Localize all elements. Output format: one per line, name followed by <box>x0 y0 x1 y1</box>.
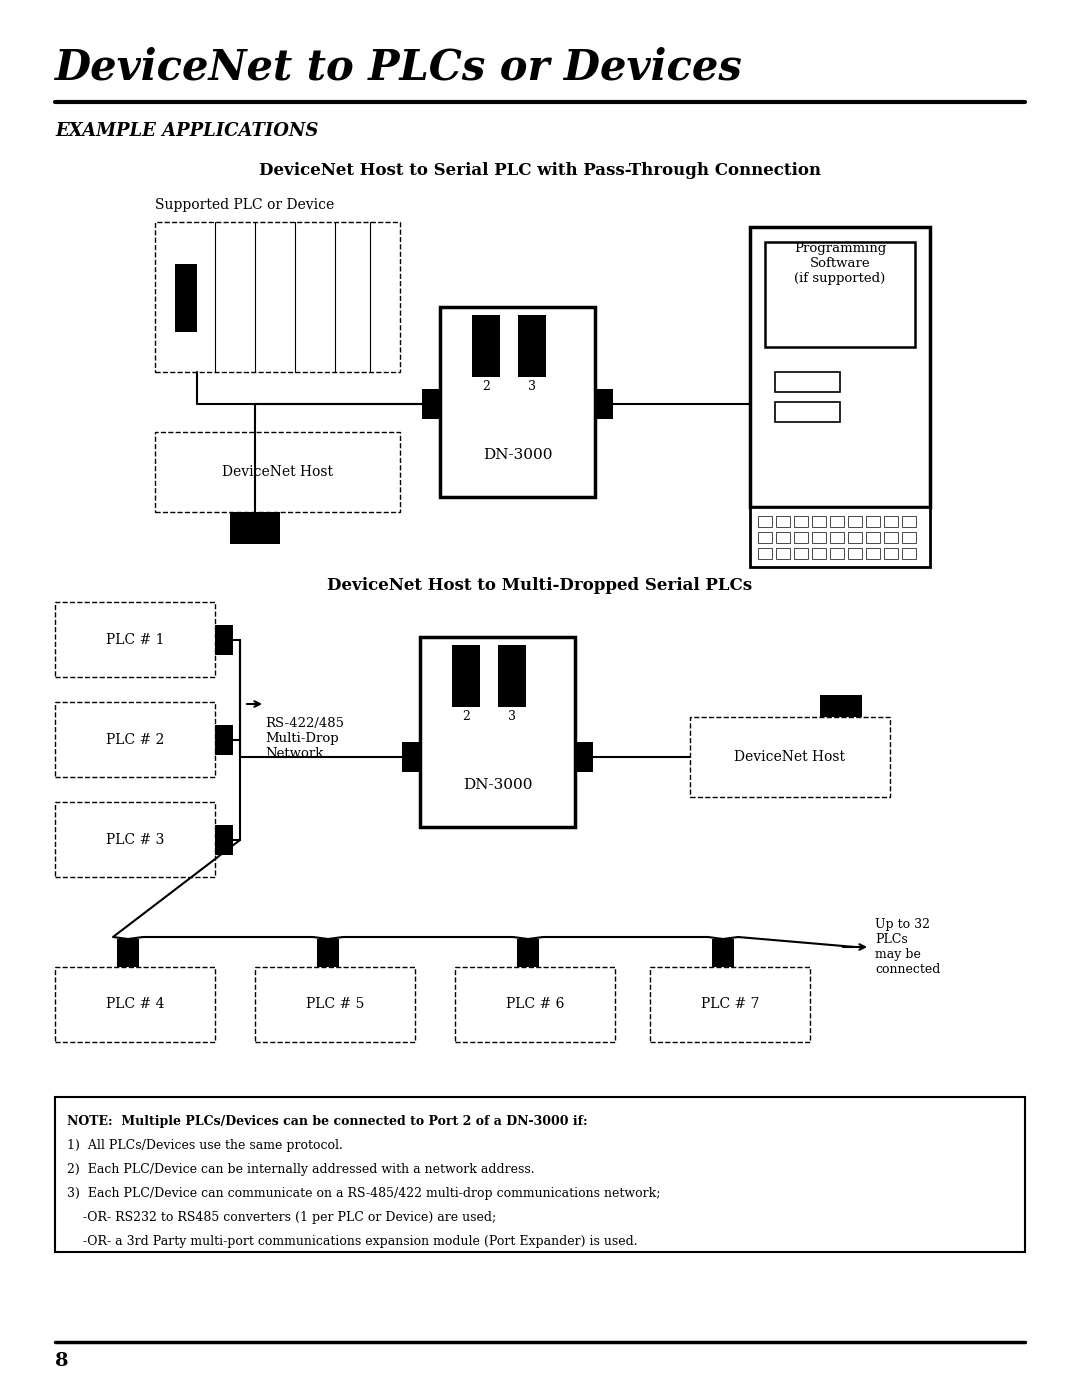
Text: 8: 8 <box>55 1352 68 1370</box>
Bar <box>55 1097 1025 1252</box>
Text: -OR- a 3rd Party multi-port communications expansion module (Port Expander) is u: -OR- a 3rd Party multi-port communicatio… <box>67 1235 637 1248</box>
Bar <box>848 548 862 559</box>
Bar <box>318 939 339 967</box>
Text: PLC # 3: PLC # 3 <box>106 833 164 847</box>
Bar <box>794 532 808 543</box>
Bar <box>440 307 595 497</box>
Bar <box>255 967 415 1042</box>
Bar <box>775 372 840 393</box>
Bar <box>55 967 215 1042</box>
Text: 2)  Each PLC/Device can be internally addressed with a network address.: 2) Each PLC/Device can be internally add… <box>67 1162 535 1176</box>
Bar <box>866 532 880 543</box>
Bar <box>498 645 526 707</box>
Bar <box>55 602 215 678</box>
Bar <box>812 515 826 527</box>
Bar <box>866 515 880 527</box>
Bar <box>775 402 840 422</box>
Bar <box>472 314 500 377</box>
Bar <box>453 645 480 707</box>
Bar <box>575 742 593 773</box>
Bar <box>156 432 400 511</box>
Bar <box>794 515 808 527</box>
Bar <box>750 507 930 567</box>
Bar <box>848 532 862 543</box>
Bar <box>758 532 772 543</box>
Text: RS-422/485
Multi-Drop
Network: RS-422/485 Multi-Drop Network <box>265 717 345 760</box>
Bar <box>455 967 615 1042</box>
Bar <box>885 548 897 559</box>
Bar <box>820 694 862 717</box>
Bar <box>690 717 890 798</box>
Bar <box>765 242 915 346</box>
Bar <box>750 226 930 507</box>
Text: PLC # 4: PLC # 4 <box>106 997 164 1011</box>
Text: PLC # 6: PLC # 6 <box>505 997 564 1011</box>
Bar <box>420 637 575 827</box>
Text: 2: 2 <box>482 380 490 393</box>
Text: DN-3000: DN-3000 <box>483 448 552 462</box>
Bar <box>885 532 897 543</box>
Text: -OR- RS232 to RS485 converters (1 per PLC or Device) are used;: -OR- RS232 to RS485 converters (1 per PL… <box>67 1211 496 1224</box>
Bar <box>831 532 843 543</box>
Bar <box>215 725 233 754</box>
Bar <box>758 548 772 559</box>
Bar <box>777 532 789 543</box>
Bar <box>712 939 734 967</box>
Bar <box>848 515 862 527</box>
Text: EXAMPLE APPLICATIONS: EXAMPLE APPLICATIONS <box>55 122 319 140</box>
Bar <box>175 264 197 332</box>
Text: DN-3000: DN-3000 <box>462 778 532 792</box>
Text: NOTE:  Multiple PLCs/Devices can be connected to Port 2 of a DN-3000 if:: NOTE: Multiple PLCs/Devices can be conne… <box>67 1115 588 1127</box>
Bar <box>517 939 539 967</box>
Bar <box>230 511 280 543</box>
Text: PLC # 1: PLC # 1 <box>106 633 164 647</box>
Bar <box>402 742 420 773</box>
Text: DeviceNet Host: DeviceNet Host <box>734 750 846 764</box>
Text: DeviceNet to PLCs or Devices: DeviceNet to PLCs or Devices <box>55 47 743 89</box>
Bar <box>55 703 215 777</box>
Bar <box>866 548 880 559</box>
Bar <box>885 515 897 527</box>
Text: 3)  Each PLC/Device can communicate on a RS-485/422 multi-drop communications ne: 3) Each PLC/Device can communicate on a … <box>67 1187 661 1200</box>
Text: 3: 3 <box>528 380 536 393</box>
Bar <box>812 548 826 559</box>
Text: DeviceNet Host: DeviceNet Host <box>222 465 333 479</box>
Text: 2: 2 <box>462 710 470 724</box>
Text: PLC # 2: PLC # 2 <box>106 732 164 746</box>
Bar <box>777 548 789 559</box>
Text: DeviceNet Host to Serial PLC with Pass-Through Connection: DeviceNet Host to Serial PLC with Pass-T… <box>259 162 821 179</box>
Bar <box>758 515 772 527</box>
Bar <box>902 548 916 559</box>
Bar <box>812 532 826 543</box>
Bar <box>117 939 139 967</box>
Text: PLC # 7: PLC # 7 <box>701 997 759 1011</box>
Bar <box>595 388 613 419</box>
Text: 3: 3 <box>508 710 516 724</box>
Bar <box>215 826 233 855</box>
Bar <box>650 967 810 1042</box>
Text: Supported PLC or Device: Supported PLC or Device <box>156 198 334 212</box>
Bar <box>777 515 789 527</box>
Bar <box>55 802 215 877</box>
Bar <box>831 548 843 559</box>
Bar <box>902 515 916 527</box>
Bar <box>422 388 440 419</box>
Text: Up to 32
PLCs
may be
connected: Up to 32 PLCs may be connected <box>875 918 941 977</box>
Bar <box>794 548 808 559</box>
Text: DeviceNet Host to Multi-Dropped Serial PLCs: DeviceNet Host to Multi-Dropped Serial P… <box>327 577 753 594</box>
Bar <box>831 515 843 527</box>
Text: Programming
Software
(if supported): Programming Software (if supported) <box>794 242 886 285</box>
Bar <box>215 624 233 655</box>
Text: PLC # 5: PLC # 5 <box>306 997 364 1011</box>
Text: 1)  All PLCs/Devices use the same protocol.: 1) All PLCs/Devices use the same protoco… <box>67 1139 342 1153</box>
Bar <box>518 314 546 377</box>
Bar <box>902 532 916 543</box>
Bar <box>156 222 400 372</box>
